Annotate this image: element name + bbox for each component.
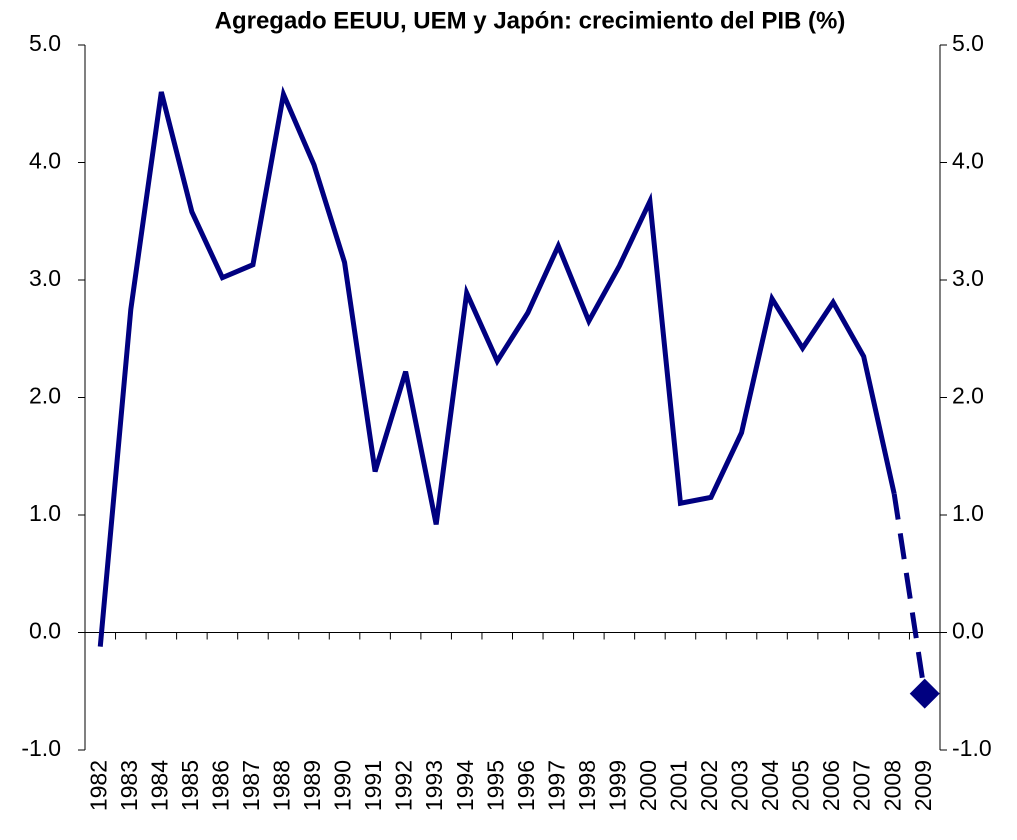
x-tick-label: 2004 <box>757 760 783 811</box>
y2-tick-label: 2.0 <box>952 383 984 409</box>
y2-tick-label: 3.0 <box>952 265 984 291</box>
x-tick-label: 1987 <box>238 760 264 811</box>
x-tick-label: 1988 <box>269 760 295 811</box>
y-tick-label: -1.0 <box>21 735 61 761</box>
x-tick-label: 1992 <box>391 760 417 811</box>
y-tick-label: 0.0 <box>29 618 61 644</box>
x-tick-label: 1983 <box>116 760 142 811</box>
x-tick-label: 2005 <box>788 760 814 811</box>
y2-tick-label: 4.0 <box>952 148 984 174</box>
x-tick-label: 1982 <box>85 760 111 811</box>
x-tick-label: 1991 <box>360 760 386 811</box>
y-tick-label: 5.0 <box>29 30 61 56</box>
x-tick-label: 2007 <box>849 760 875 811</box>
y2-tick-label: 0.0 <box>952 618 984 644</box>
y2-tick-label: 1.0 <box>952 500 984 526</box>
y2-tick-label: -1.0 <box>952 735 992 761</box>
x-tick-label: 1996 <box>513 760 539 811</box>
x-tick-label: 2000 <box>635 760 661 811</box>
y2-tick-label: 5.0 <box>952 30 984 56</box>
y-tick-label: 3.0 <box>29 265 61 291</box>
x-tick-label: 1984 <box>146 760 172 811</box>
x-tick-label: 1995 <box>482 760 508 811</box>
x-tick-label: 2001 <box>666 760 692 811</box>
x-tick-label: 1990 <box>330 760 356 811</box>
x-tick-label: 1994 <box>452 760 478 811</box>
x-tick-label: 1997 <box>543 760 569 811</box>
x-tick-label: 2009 <box>910 760 936 811</box>
y-tick-label: 1.0 <box>29 500 61 526</box>
x-tick-label: 1998 <box>574 760 600 811</box>
forecast-marker <box>909 678 940 709</box>
x-tick-label: 1999 <box>604 760 630 811</box>
x-tick-label: 1989 <box>299 760 325 811</box>
x-tick-label: 2006 <box>818 760 844 811</box>
x-tick-label: 1986 <box>207 760 233 811</box>
forecast-segment <box>891 493 928 694</box>
x-tick-label: 1993 <box>421 760 447 811</box>
chart-title: Agregado EEUU, UEM y Japón: crecimiento … <box>215 7 846 34</box>
line-series <box>97 85 897 647</box>
x-tick-label: 1985 <box>177 760 203 811</box>
y-tick-label: 2.0 <box>29 383 61 409</box>
y-tick-label: 4.0 <box>29 148 61 174</box>
x-tick-label: 2003 <box>727 760 753 811</box>
x-tick-label: 2002 <box>696 760 722 811</box>
x-tick-label: 2008 <box>879 760 905 811</box>
